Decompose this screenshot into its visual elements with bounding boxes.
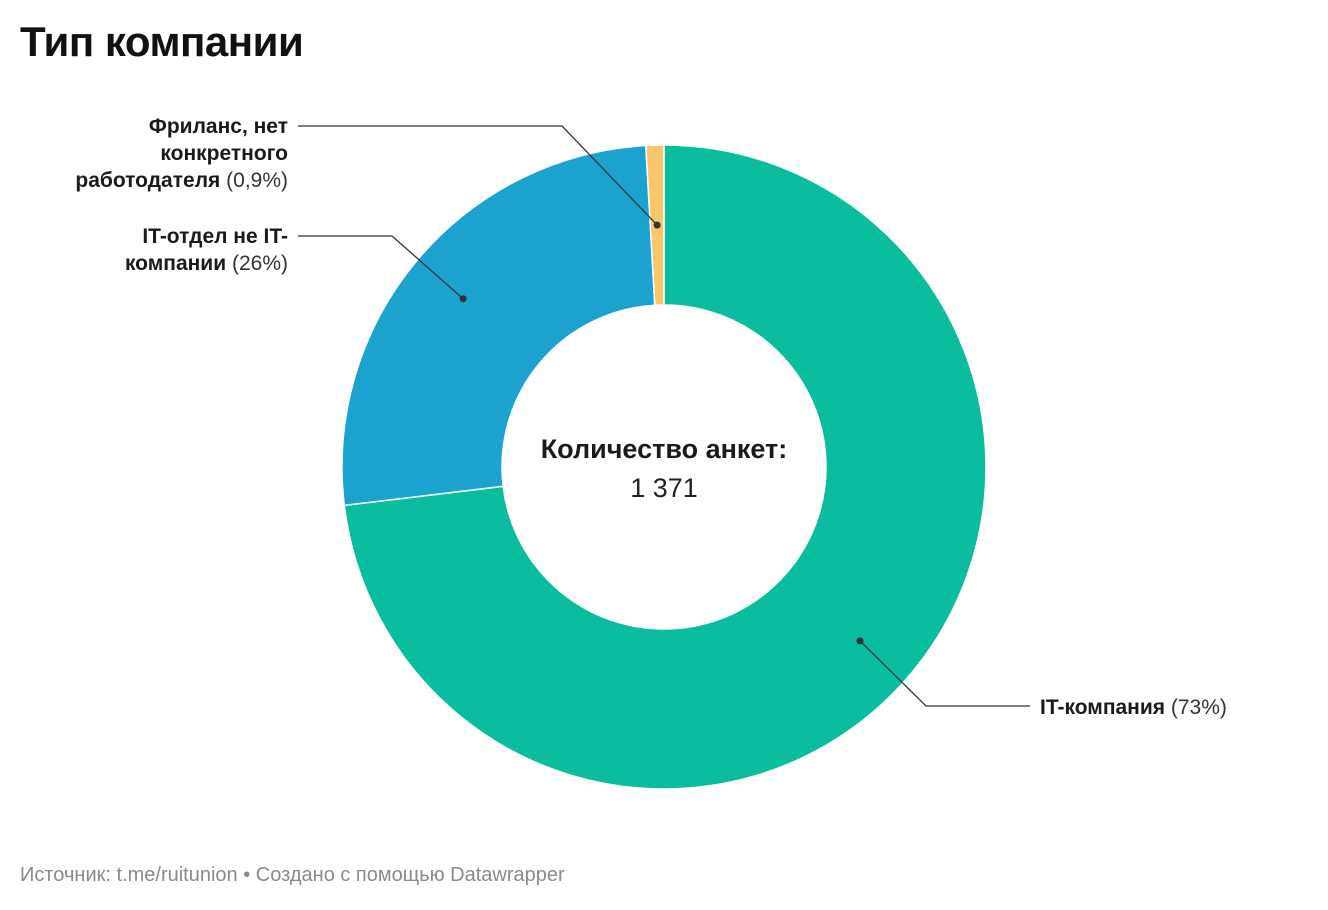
- slice-label-it-department: IT-отдел не IT- компании (26%): [125, 223, 288, 277]
- leader-it-company-line: [859, 640, 1030, 707]
- leader-freelance-dot: [653, 221, 661, 229]
- slice-it-company: [343, 144, 987, 790]
- donut-center-label: Количество анкет: 1 371: [514, 430, 814, 508]
- slice-percent-freelance: (0,9%): [226, 169, 288, 192]
- slice-label-freelance-line3: работодателя: [75, 169, 221, 192]
- chart-title: Тип компании: [20, 18, 304, 65]
- leader-it-company-dot: [856, 637, 864, 645]
- slice-label-freelance: Фриланс, нет конкретного работодателя (0…: [75, 113, 288, 194]
- leader-it-department-dot: [459, 295, 467, 303]
- slice-label-it-company: IT-компания (73%): [1040, 694, 1227, 721]
- slice-percent-it-company: (73%): [1170, 696, 1227, 719]
- center-title: Количество анкет:: [540, 434, 788, 464]
- leader-it-department-line: [298, 235, 464, 300]
- leader-freelance-line: [298, 125, 658, 226]
- slice-label-it-company-name: IT-компания: [1040, 696, 1166, 719]
- slice-label-it-department-line2: компании: [124, 252, 227, 275]
- slice-percent-it-department: (26%): [231, 252, 288, 275]
- slice-it-department: [341, 144, 656, 507]
- center-value: 1 371: [630, 473, 698, 503]
- slice-label-it-department-line1: IT-отдел не IT-: [142, 225, 288, 248]
- slice-label-freelance-line2: конкретного: [160, 142, 288, 165]
- slice-label-freelance-line1: Фриланс, нет: [148, 115, 288, 138]
- source-footer: Источник: t.me/ruitunion • Создано с пом…: [20, 864, 565, 886]
